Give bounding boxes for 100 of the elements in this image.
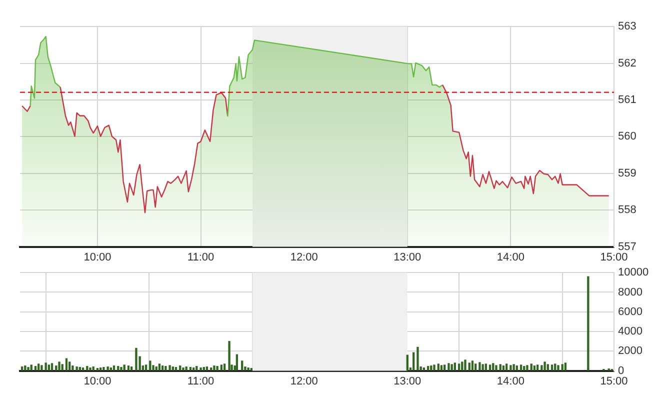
bar <box>223 364 226 371</box>
bar <box>461 362 464 371</box>
y-tick-label: 0 <box>618 364 624 377</box>
bar <box>495 365 498 371</box>
bar <box>65 358 68 371</box>
bar <box>189 367 192 371</box>
x-tick-label: 10:00 <box>84 251 112 264</box>
bar <box>48 364 50 371</box>
bar <box>216 366 218 371</box>
bar <box>561 364 564 371</box>
bar <box>144 364 148 371</box>
bar <box>241 360 244 371</box>
bar <box>130 366 133 371</box>
bar <box>127 366 130 371</box>
bar <box>482 364 484 371</box>
bar <box>437 364 440 371</box>
bar <box>112 366 116 371</box>
bar <box>58 362 60 371</box>
bar <box>149 360 152 371</box>
bar <box>557 365 560 371</box>
y-tick-label: 4000 <box>618 326 642 338</box>
bar <box>55 366 58 371</box>
bar <box>179 366 182 371</box>
y-tick-label: 558 <box>618 204 636 216</box>
x-tick-label: 12:00 <box>290 375 318 388</box>
bar <box>30 364 32 371</box>
bar <box>474 364 477 371</box>
bar <box>50 363 54 371</box>
bar <box>76 366 78 371</box>
bar <box>220 364 223 371</box>
bar <box>406 354 408 371</box>
bar <box>554 364 556 371</box>
bar <box>484 364 487 371</box>
bar <box>523 366 526 371</box>
bar <box>135 348 138 371</box>
bar <box>540 365 543 371</box>
bar <box>196 366 198 371</box>
x-tick-label: 14:00 <box>496 251 524 264</box>
bar <box>450 364 453 371</box>
bar <box>78 367 81 371</box>
y-tick-label: 561 <box>618 94 636 106</box>
bar <box>89 368 92 371</box>
y-tick-label: 8000 <box>618 286 642 298</box>
bar <box>502 366 505 371</box>
bar <box>444 364 446 371</box>
x-tick-label: 15:00 <box>600 251 628 264</box>
x-tick-label: 13:00 <box>394 375 422 388</box>
bar <box>34 366 37 371</box>
bar <box>464 360 466 371</box>
bar <box>416 346 419 371</box>
bar <box>426 366 430 371</box>
bar <box>155 366 158 371</box>
bar <box>492 363 494 371</box>
bar <box>228 341 230 371</box>
bar <box>510 365 512 371</box>
bar <box>412 352 415 371</box>
bar <box>505 364 508 371</box>
bar <box>433 364 436 371</box>
bar <box>120 367 122 371</box>
x-tick-label: 15:00 <box>600 375 628 388</box>
bar <box>533 366 536 371</box>
bar <box>185 366 188 371</box>
bar <box>206 366 208 371</box>
bar <box>247 368 250 371</box>
x-tick-label: 14:00 <box>496 375 524 388</box>
x-tick-label: 13:00 <box>394 251 422 264</box>
bar <box>158 364 161 371</box>
bar <box>520 364 522 371</box>
bar <box>587 276 590 371</box>
bar <box>68 362 71 371</box>
bar <box>440 365 443 371</box>
y-tick-label: 562 <box>618 57 636 70</box>
bar <box>20 366 24 371</box>
x-tick-label: 11:00 <box>187 251 214 264</box>
bar <box>530 364 532 371</box>
bar <box>512 364 515 371</box>
bar <box>123 364 126 371</box>
bar <box>200 368 202 371</box>
y-tick-label: 2000 <box>618 345 642 358</box>
bar <box>236 354 238 371</box>
bar <box>38 364 40 371</box>
bar <box>478 362 481 371</box>
bar <box>454 362 456 371</box>
bar <box>448 363 450 371</box>
bar <box>164 366 167 371</box>
y-tick-label: 563 <box>618 20 636 33</box>
bar <box>499 364 502 371</box>
bar <box>172 366 174 371</box>
bar <box>488 364 492 371</box>
bar <box>564 362 567 371</box>
bar <box>72 366 74 371</box>
bar <box>213 366 216 371</box>
bar <box>536 364 539 371</box>
y-tick-label: 557 <box>618 240 636 253</box>
bar <box>92 366 94 371</box>
bar <box>526 365 528 371</box>
bar <box>458 364 460 371</box>
bar <box>471 360 474 371</box>
bar <box>24 366 26 371</box>
bar <box>550 364 554 371</box>
